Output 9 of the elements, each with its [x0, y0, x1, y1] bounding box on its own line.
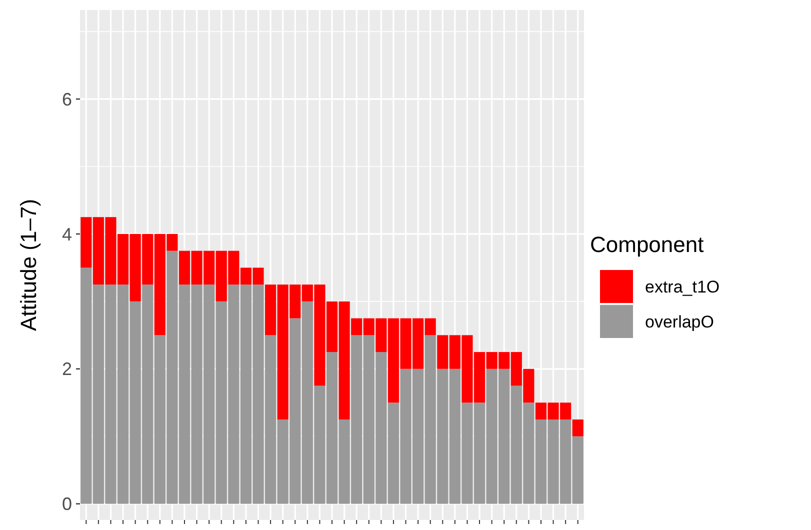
- y-tick-label: 4: [62, 224, 72, 244]
- y-tick-label: 6: [62, 89, 72, 110]
- y-axis-title: Attitude (1–7): [16, 198, 41, 332]
- y-tick-label: 2: [62, 359, 72, 380]
- y-tick-label: 0: [62, 494, 72, 514]
- legend-title: Component: [590, 232, 704, 257]
- legend-label: extra_t1O: [645, 277, 720, 296]
- bar: [572, 419, 584, 436]
- legend-label: overlapO: [645, 312, 714, 332]
